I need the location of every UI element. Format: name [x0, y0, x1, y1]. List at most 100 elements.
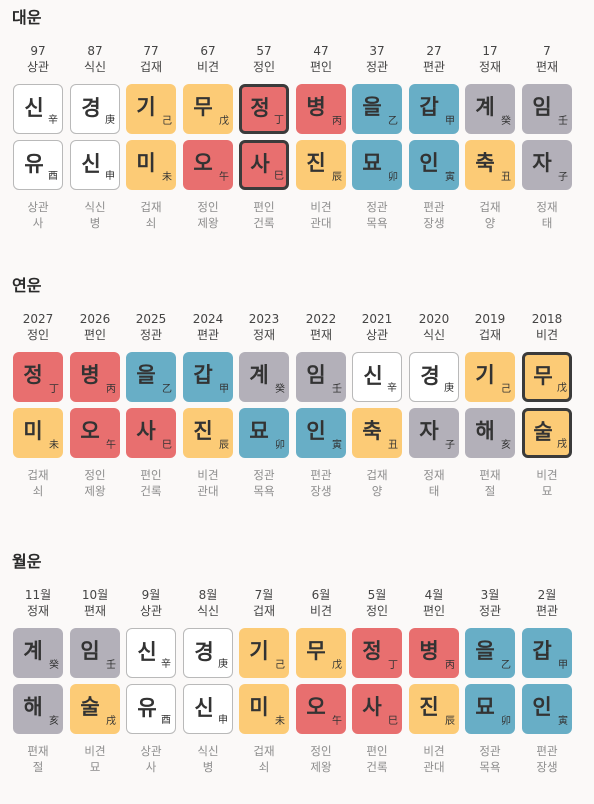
pillar-branch-god-label: 식신: [84, 200, 106, 214]
tile-hangul: 축: [362, 419, 382, 443]
tile-hangul: 신: [24, 96, 44, 120]
pillar-period-label: 2018: [531, 312, 563, 326]
pillar-life-stage-label: 절: [484, 484, 496, 498]
pillar-period-label: 8월: [198, 588, 218, 602]
pillar-stem-god-label: 정인: [365, 604, 389, 618]
tile-hangul: 무: [306, 639, 326, 663]
pillar-period-label: 57: [256, 44, 272, 58]
tile-hangul: 진: [193, 419, 213, 443]
pillar-stem-god-label: 정재: [252, 328, 276, 342]
pillar-stem-god-label: 편재: [535, 60, 559, 74]
tile-hangul: 자: [532, 151, 552, 175]
tile-hanja: 午: [106, 440, 116, 451]
pillar-branch-god-label: 겁재: [27, 468, 49, 482]
pillar-branch-god-label: 비견: [310, 200, 332, 214]
pillar-life-stage-label: 목욕: [366, 216, 388, 230]
section-title: 대운: [12, 8, 42, 27]
tile-hanja: 申: [218, 715, 228, 726]
pillar-life-stage-label: 양: [371, 484, 383, 498]
tile-hangul: 미: [249, 695, 269, 719]
tile-hangul: 병: [306, 95, 326, 119]
tile-hanja: 戊: [557, 383, 567, 394]
tile-hanja: 未: [275, 716, 285, 727]
pillar-stem-god-label: 정재: [26, 604, 50, 618]
tile-hanja: 庚: [444, 383, 454, 394]
tile-hangul: 계: [249, 363, 269, 387]
pillar-life-stage-label: 제왕: [84, 484, 106, 498]
section-title: 월운: [12, 552, 42, 571]
pillar-stem-god-label: 정인: [26, 328, 50, 342]
pillar-period-label: 97: [30, 44, 46, 58]
pillar-branch-god-label: 겁재: [253, 744, 275, 758]
tile-hanja: 丙: [106, 384, 116, 395]
tile-hangul: 무: [193, 95, 213, 119]
pillar-branch-god-label: 정인: [310, 744, 332, 758]
pillar-branch-god-label: 정재: [536, 200, 558, 214]
pillar-stem-god-label: 정관: [365, 60, 389, 74]
tile-hangul: 진: [419, 695, 439, 719]
tile-hanja: 卯: [388, 172, 398, 183]
tile-hangul: 임: [80, 639, 100, 663]
